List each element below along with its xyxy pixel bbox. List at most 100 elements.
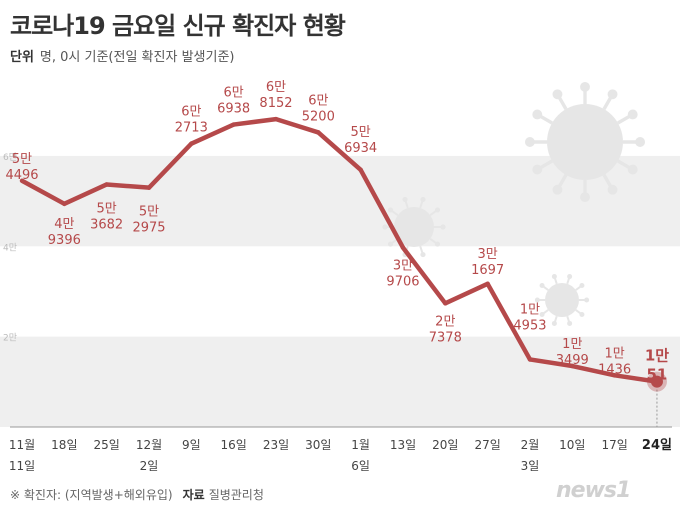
x-tick-label: 27일 [474, 438, 500, 452]
data-label-bottom: 2713 [175, 121, 208, 136]
data-label-top: 4만 [54, 217, 74, 232]
x-tick-label: 10일 [559, 438, 585, 452]
series-line-segment [62, 182, 109, 207]
data-label-bottom: 7378 [429, 330, 462, 345]
series-line-segment [104, 182, 152, 190]
data-label-top: 5만 [351, 125, 371, 140]
footnote: ※ 확진자: (지역발생+해외유입) 자료 질병관리청 [10, 486, 264, 503]
source-text: 질병관리청 [208, 488, 264, 502]
data-label-top: 1만 [645, 347, 669, 365]
data-label-top: 6만 [308, 93, 328, 108]
series-line-segment [231, 116, 279, 127]
last-point-marker [650, 375, 663, 388]
x-tick-label: 17일 [601, 438, 627, 452]
unit-note: 단위 명, 0시 기준(전일 확진자 발생기준) [10, 46, 234, 65]
x-tick-label: 24일 [642, 438, 672, 453]
x-tick-label: 1월 [351, 438, 370, 452]
series-line-segment [527, 357, 575, 369]
data-label-top: 6만 [266, 80, 286, 95]
data-label-bottom: 5200 [302, 109, 335, 124]
data-label-bottom: 4496 [5, 168, 38, 183]
data-label-bottom: 3682 [90, 217, 123, 232]
x-tick-label: 30일 [305, 438, 331, 452]
x-tick-label: 13일 [390, 438, 416, 452]
x-tick-label-sub: 6일 [351, 459, 370, 473]
series-line-segment [19, 178, 67, 207]
data-label-top: 5만 [12, 152, 32, 167]
data-label-top: 5만 [139, 205, 159, 220]
series-line-segment [358, 167, 406, 250]
data-label-bottom: 4953 [513, 318, 546, 333]
x-tick-label-sub: 11일 [9, 459, 35, 473]
series-line-segment [316, 130, 363, 173]
virus-illustration [534, 274, 590, 326]
x-tick-label: 20일 [432, 438, 458, 452]
data-label-bottom: 9396 [48, 233, 81, 248]
series-line-segment [189, 122, 236, 146]
data-label-top: 5만 [97, 201, 117, 216]
data-label-bottom: 1436 [598, 362, 631, 377]
source-label: 자료 [182, 488, 205, 502]
x-tick-label-sub: 3일 [521, 459, 540, 473]
data-label-top: 2만 [435, 314, 455, 329]
series-line-segment [400, 245, 448, 306]
virus-illustration [524, 81, 646, 203]
data-label-bottom: 6938 [217, 102, 250, 117]
series-line-segment [146, 141, 194, 190]
series-line-segment [570, 363, 617, 378]
background-band [0, 336, 680, 427]
data-label-top: 3만 [393, 259, 413, 274]
data-label-top: 6만 [181, 105, 201, 120]
x-tick-label: 23일 [263, 438, 289, 452]
x-tick-label: 12월 [136, 438, 162, 452]
series-line-segment [443, 281, 490, 306]
x-tick-label: 9일 [182, 438, 201, 452]
unit-label: 단위 [10, 50, 34, 65]
y-tick-label: 4만 [3, 242, 17, 253]
data-label-bottom: 3499 [556, 353, 589, 368]
data-label-top: 1만 [562, 337, 582, 352]
chart-title: 코로나19 금요일 신규 확진자 현황 [10, 12, 346, 40]
data-label-top: 1만 [520, 302, 540, 317]
footnote-text: ※ 확진자: (지역발생+해외유입) [10, 488, 173, 502]
data-label-bottom: 9706 [386, 275, 419, 290]
x-tick-label: 11월 [9, 438, 35, 452]
data-label-bottom: 8152 [259, 96, 292, 111]
series-line-segment [485, 281, 533, 362]
x-tick-label: 16일 [220, 438, 246, 452]
data-label-top: 3만 [478, 247, 498, 262]
data-label-bottom: 6934 [344, 141, 377, 156]
data-label-top: 6만 [224, 86, 244, 101]
x-tick-label: 18일 [51, 438, 77, 452]
x-tick-label-sub: 2일 [140, 459, 159, 473]
data-label-bottom: 1697 [471, 263, 504, 278]
x-tick-label: 25일 [94, 438, 120, 452]
series-line-segment [273, 116, 321, 135]
x-tick-label: 2월 [521, 438, 540, 452]
y-tick-label: 2만 [3, 333, 17, 344]
data-label-bottom: 2975 [132, 221, 165, 236]
unit-text: 명, 0시 기준(전일 확진자 발생기준) [39, 50, 235, 65]
data-label-bottom: 51 [647, 366, 668, 384]
series-line-segment [612, 373, 660, 384]
data-label-top: 1만 [605, 346, 625, 361]
y-tick-label: 6만 [3, 152, 17, 163]
